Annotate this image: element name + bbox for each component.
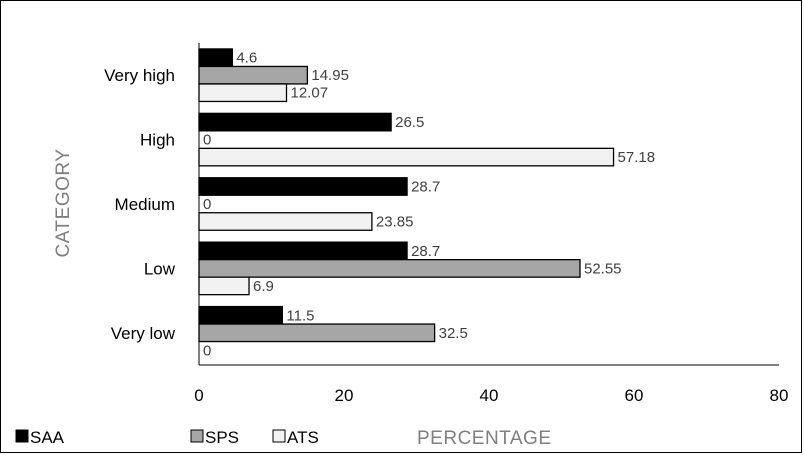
- category-label-high: High: [140, 131, 175, 150]
- category-label-medium: Medium: [115, 195, 175, 214]
- category-labels-group: Very low Low Medium High Very high: [104, 66, 176, 343]
- bars-group: [198, 48, 615, 343]
- data-label-sps-low: 52.55: [584, 260, 622, 277]
- data-label-ats-very-low: 0: [203, 342, 211, 359]
- bar-saa-high: [198, 112, 392, 132]
- data-label-sps-very-low: 32.5: [439, 325, 468, 342]
- data-label-saa-low: 28.7: [411, 243, 440, 260]
- legend-swatch-sps: [190, 429, 204, 443]
- data-label-ats-very-high: 12.07: [291, 85, 329, 102]
- bar-ats-high: [198, 147, 615, 167]
- legend-label-sps: SPS: [205, 428, 239, 447]
- data-label-saa-very-low: 11.5: [286, 307, 314, 324]
- x-tick-20: 20: [335, 386, 354, 405]
- x-tick-60: 60: [625, 386, 644, 405]
- data-label-sps-medium: 0: [203, 196, 211, 213]
- data-label-saa-medium: 28.7: [411, 179, 440, 196]
- bar-sps-low: [198, 258, 581, 278]
- x-axis-title: PERCENTAGE: [417, 428, 552, 449]
- data-label-ats-low: 6.9: [253, 278, 274, 295]
- legend-swatch-saa: [15, 429, 29, 443]
- x-tick-80: 80: [770, 386, 789, 405]
- bar-ats-medium: [198, 212, 373, 231]
- bar-sps-very-high: [198, 65, 309, 85]
- legend-swatch-ats: [272, 429, 286, 443]
- category-label-very-high: Very high: [104, 66, 175, 85]
- legend: SAA SPS ATS: [15, 428, 319, 447]
- bar-saa-very-high: [198, 48, 233, 68]
- x-tick-40: 40: [480, 386, 499, 405]
- data-label-sps-high: 0: [203, 132, 211, 149]
- x-tick-0: 0: [194, 386, 203, 405]
- category-label-very-low: Very low: [111, 324, 176, 343]
- y-axis-title: CATEGORY: [53, 149, 74, 258]
- category-label-low: Low: [144, 259, 176, 278]
- bar-sps-very-low: [198, 323, 436, 343]
- data-label-saa-very-high: 4.6: [236, 50, 257, 67]
- bar-saa-low: [198, 241, 408, 261]
- data-label-ats-medium: 23.85: [376, 214, 414, 231]
- bar-ats-very-high: [198, 83, 288, 103]
- x-tick-labels-group: 0 20 40 60 80: [194, 386, 788, 405]
- bar-saa-very-low: [198, 305, 284, 325]
- legend-label-ats: ATS: [287, 428, 319, 447]
- data-label-saa-high: 26.5: [395, 114, 424, 131]
- bar-ats-low: [198, 276, 250, 296]
- data-label-sps-very-high: 14.95: [311, 67, 349, 84]
- legend-label-saa: SAA: [30, 428, 65, 447]
- bar-saa-medium: [198, 177, 408, 196]
- data-label-ats-high: 57.18: [618, 149, 656, 166]
- data-labels-group: 11.5 32.5 0 28.7 52.55 6.9 28.7 0 23.85 26.5 0 57.1…: [203, 50, 655, 360]
